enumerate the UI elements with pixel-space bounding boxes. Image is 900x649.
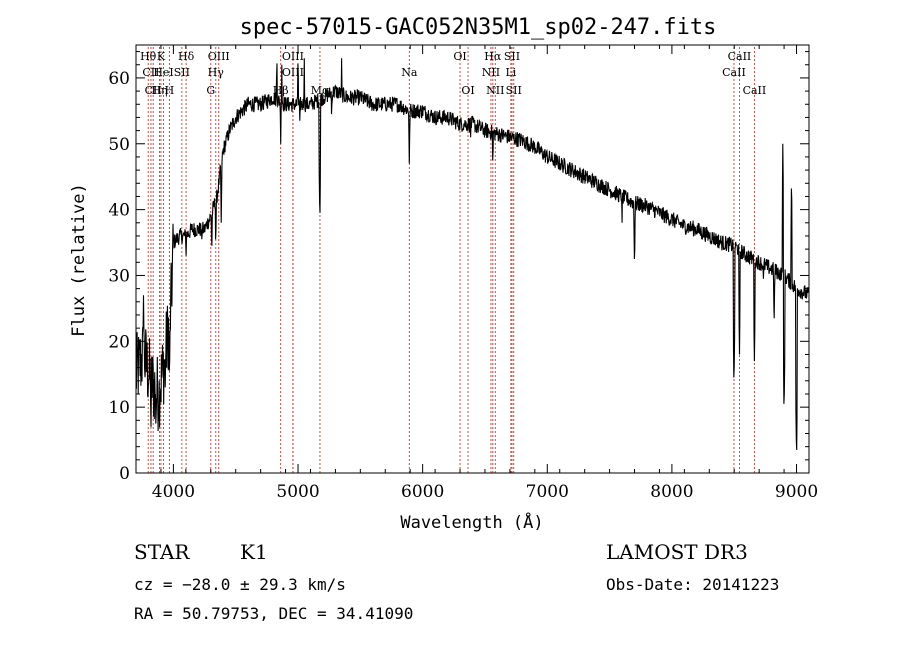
line-label: CaII	[722, 66, 746, 79]
coordinates: RA = 50.79753, DEC = 34.41090	[134, 604, 413, 623]
y-tick-label: 60	[108, 69, 130, 89]
line-label: SII	[174, 66, 190, 79]
plot-frame	[135, 44, 810, 474]
x-tick-label: 7000	[526, 482, 569, 502]
line-label: CaII	[728, 50, 752, 63]
line-label: NII	[486, 84, 504, 97]
x-tick-label: 5000	[276, 482, 319, 502]
object-class: STAR	[134, 540, 190, 564]
survey-name: LAMOST DR3	[606, 540, 748, 564]
line-label: Hγ	[208, 66, 225, 79]
line-label: Hη	[151, 84, 167, 97]
line-markers	[147, 47, 755, 473]
line-label: OI	[461, 84, 474, 97]
x-tick-label: 4000	[152, 482, 195, 502]
y-tick-label: 20	[108, 332, 130, 352]
line-label: CII	[142, 66, 159, 79]
line-label: NII	[482, 66, 500, 79]
axis-ticks: 4000 5000 6000 7000 8000 9000 0 10 20 30 40 50 60	[108, 45, 818, 502]
line-label: Hβ	[273, 84, 289, 97]
chart-title: spec-57015-GAC052N35M1_sp02-247.fits	[240, 15, 717, 40]
obs-date: Obs-Date: 20141223	[606, 575, 779, 594]
x-axis-label: Wavelength (Å)	[400, 511, 543, 533]
spectrum-trace	[135, 58, 810, 451]
line-label: Hδ	[178, 50, 195, 63]
y-tick-label: 10	[108, 398, 130, 418]
line-labels: HθCIICIIHηKHeIHHδSIIGHγOIIIHβOIIIOIIIMgN…	[140, 50, 766, 97]
y-axis-label: Flux (relative)	[69, 183, 89, 337]
line-label: G	[206, 84, 215, 97]
line-label: HeI	[153, 66, 173, 79]
line-label: K	[157, 50, 166, 63]
x-tick-label: 9000	[775, 482, 818, 502]
line-label: Hα	[484, 50, 502, 63]
x-tick-label: 8000	[650, 482, 693, 502]
line-label: OI	[453, 50, 466, 63]
line-label: Hθ	[140, 50, 157, 63]
y-tick-label: 30	[108, 266, 130, 286]
y-tick-label: 0	[119, 464, 130, 484]
x-tick-label: 6000	[401, 482, 444, 502]
line-label: Na	[401, 66, 418, 79]
y-tick-label: 40	[108, 201, 130, 221]
line-label: H	[165, 84, 175, 97]
line-label: OIII	[282, 66, 304, 79]
line-label: Li	[505, 66, 516, 79]
line-label: OIII	[282, 50, 304, 63]
line-label: SII	[506, 84, 522, 97]
line-label: Mg	[311, 84, 329, 97]
line-label: SII	[504, 50, 520, 63]
line-label: CaII	[743, 84, 767, 97]
line-label: CII	[145, 84, 162, 97]
line-label: OIII	[208, 50, 230, 63]
redshift-velocity: cz = −28.0 ± 29.3 km/s	[134, 575, 346, 594]
spectrum-layer	[135, 58, 810, 451]
object-subclass: K1	[240, 540, 268, 564]
y-tick-label: 50	[108, 135, 130, 155]
